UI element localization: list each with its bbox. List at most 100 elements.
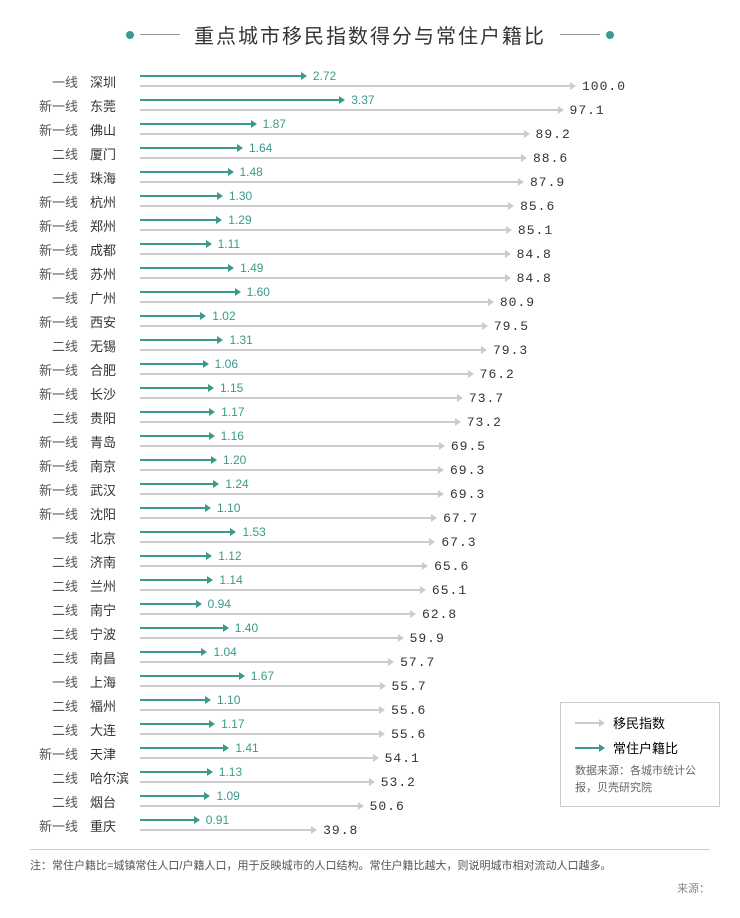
ratio-value: 1.06 — [215, 357, 238, 371]
bar-cell: 84.81.11 — [140, 237, 710, 261]
index-arrow: 89.2 — [140, 131, 571, 137]
ratio-arrow: 1.16 — [140, 433, 244, 439]
city-label: 成都 — [90, 240, 140, 259]
title-dot-right — [606, 31, 614, 39]
ratio-value: 1.48 — [240, 165, 263, 179]
index-arrow: 84.8 — [140, 275, 552, 281]
legend-ratio: 常住户籍比 — [575, 738, 705, 757]
city-label: 上海 — [90, 672, 140, 691]
bar-cell: 69.31.20 — [140, 453, 710, 477]
index-value: 53.2 — [381, 775, 416, 790]
city-label: 沈阳 — [90, 504, 140, 523]
ratio-value: 1.09 — [216, 789, 239, 803]
index-arrow: 50.6 — [140, 803, 405, 809]
tier-label: 新一线 — [30, 384, 90, 403]
bar-cell: 84.81.49 — [140, 261, 710, 285]
bar-cell: 57.71.04 — [140, 645, 710, 669]
data-row: 新一线苏州84.81.49 — [30, 261, 710, 285]
bar-cell: 88.61.64 — [140, 141, 710, 165]
data-row: 新一线佛山89.21.87 — [30, 117, 710, 141]
ratio-arrow: 1.15 — [140, 385, 243, 391]
ratio-value: 3.37 — [351, 93, 374, 107]
ratio-value: 1.40 — [235, 621, 258, 635]
bar-cell: 97.13.37 — [140, 93, 710, 117]
ratio-arrow: 1.60 — [140, 289, 270, 295]
tier-label: 一线 — [30, 288, 90, 307]
data-row: 二线厦门88.61.64 — [30, 141, 710, 165]
ratio-value: 1.31 — [229, 333, 252, 347]
data-row: 新一线成都84.81.11 — [30, 237, 710, 261]
arrow-teal-icon — [575, 744, 605, 752]
legend-ratio-label: 常住户籍比 — [613, 738, 678, 757]
tier-label: 新一线 — [30, 816, 90, 835]
legend-source: 数据来源：各城市统计公报，贝壳研究院 — [575, 763, 705, 796]
source-bottom: 来源： — [30, 880, 710, 896]
index-value: 55.7 — [392, 679, 427, 694]
index-arrow: 55.7 — [140, 683, 427, 689]
data-row: 一线广州80.91.60 — [30, 285, 710, 309]
index-value: 84.8 — [517, 247, 552, 262]
index-value: 79.3 — [493, 343, 528, 358]
index-value: 73.2 — [467, 415, 502, 430]
bar-cell: 79.3 1.31 — [140, 333, 710, 357]
city-label: 重庆 — [90, 816, 140, 835]
ratio-value: 1.29 — [228, 213, 251, 227]
chart-area: 一线深圳100.02.72新一线东莞97.13.37新一线佛山89.21.87二… — [30, 69, 710, 837]
bar-cell: 100.02.72 — [140, 69, 710, 93]
tier-label: 二线 — [30, 648, 90, 667]
tier-label: 一线 — [30, 672, 90, 691]
bar-cell: 69.31.24 — [140, 477, 710, 501]
index-value: 89.2 — [536, 127, 571, 142]
tier-label: 新一线 — [30, 432, 90, 451]
bar-cell: 65.11.14 — [140, 573, 710, 597]
ratio-value: 1.16 — [221, 429, 244, 443]
bar-cell: 67.7 1.10 — [140, 501, 710, 525]
index-arrow: 65.6 — [140, 563, 469, 569]
city-label: 珠海 — [90, 168, 140, 187]
ratio-arrow: 1.09 — [140, 793, 240, 799]
index-arrow: 67.7 — [140, 515, 478, 521]
index-value: 69.3 — [450, 487, 485, 502]
city-label: 宁波 — [90, 624, 140, 643]
index-value: 50.6 — [370, 799, 405, 814]
ratio-value: 1.20 — [223, 453, 246, 467]
ratio-value: 1.13 — [219, 765, 242, 779]
index-value: 85.1 — [518, 223, 553, 238]
ratio-value: 1.12 — [218, 549, 241, 563]
index-value: 59.9 — [410, 631, 445, 646]
ratio-value: 1.49 — [240, 261, 263, 275]
legend-index-label: 移民指数 — [613, 713, 665, 732]
index-value: 55.6 — [391, 727, 426, 742]
ratio-arrow: 0.94 — [140, 601, 231, 607]
tier-label: 二线 — [30, 720, 90, 739]
city-label: 合肥 — [90, 360, 140, 379]
ratio-arrow: 1.17 — [140, 409, 245, 415]
city-label: 厦门 — [90, 144, 140, 163]
data-row: 新一线西安79.51.02 — [30, 309, 710, 333]
tier-label: 二线 — [30, 408, 90, 427]
index-arrow: 80.9 — [140, 299, 535, 305]
index-arrow: 69.3 — [140, 491, 485, 497]
ratio-arrow: 2.72 — [140, 73, 336, 79]
tier-label: 新一线 — [30, 240, 90, 259]
index-arrow: 55.6 — [140, 707, 426, 713]
ratio-value: 1.60 — [247, 285, 270, 299]
city-label: 东莞 — [90, 96, 140, 115]
index-value: 85.6 — [520, 199, 555, 214]
ratio-arrow: 1.10 — [140, 697, 240, 703]
bar-cell: 69.51.16 — [140, 429, 710, 453]
index-arrow: 100.0 — [140, 83, 626, 89]
index-arrow: 57.7 — [140, 659, 435, 665]
data-row: 二线贵阳73.21.17 — [30, 405, 710, 429]
city-label: 西安 — [90, 312, 140, 331]
index-arrow: 76.2 — [140, 371, 515, 377]
ratio-value: 2.72 — [313, 69, 336, 83]
index-value: 80.9 — [500, 295, 535, 310]
ratio-value: 1.64 — [249, 141, 272, 155]
ratio-arrow: 1.10 — [140, 505, 240, 511]
data-row: 新一线东莞97.13.37 — [30, 93, 710, 117]
data-row: 二线南昌57.71.04 — [30, 645, 710, 669]
index-arrow: 85.6 — [140, 203, 555, 209]
index-arrow: 55.6 — [140, 731, 426, 737]
index-value: 65.1 — [432, 583, 467, 598]
